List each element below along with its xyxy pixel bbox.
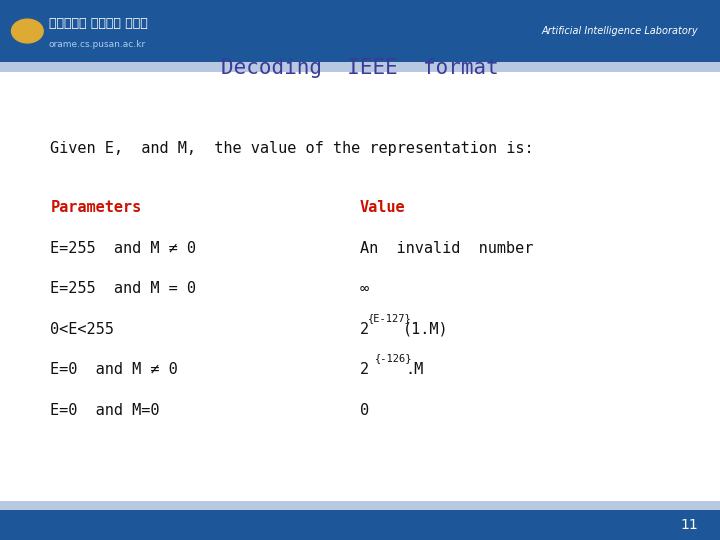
Text: Artificial Intelligence Laboratory: Artificial Intelligence Laboratory — [541, 26, 698, 36]
Text: 0<E<255: 0<E<255 — [50, 322, 114, 337]
Text: .M: .M — [405, 362, 424, 377]
Text: 2: 2 — [360, 362, 378, 377]
Text: orame.cs.pusan.ac.kr: orame.cs.pusan.ac.kr — [49, 40, 146, 49]
Text: An  invalid  number: An invalid number — [360, 241, 534, 256]
Text: {-126}: {-126} — [375, 354, 413, 363]
Text: Value: Value — [360, 200, 405, 215]
Circle shape — [12, 19, 43, 43]
Text: 2: 2 — [360, 322, 369, 337]
FancyBboxPatch shape — [0, 0, 720, 62]
FancyBboxPatch shape — [0, 501, 720, 510]
FancyBboxPatch shape — [0, 510, 720, 540]
Text: Parameters: Parameters — [50, 200, 142, 215]
Text: {E-127}: {E-127} — [367, 313, 411, 323]
Text: Decoding  IEEE  format: Decoding IEEE format — [221, 57, 499, 78]
Text: (1.M): (1.M) — [403, 322, 449, 337]
Text: E=255  and M = 0: E=255 and M = 0 — [50, 281, 197, 296]
Text: E=255  and M ≠ 0: E=255 and M ≠ 0 — [50, 241, 197, 256]
Text: ∞: ∞ — [360, 281, 369, 296]
Text: Given E,  and M,  the value of the representation is:: Given E, and M, the value of the represe… — [50, 141, 534, 156]
Text: 0: 0 — [360, 403, 369, 418]
Text: 11: 11 — [680, 518, 698, 532]
FancyBboxPatch shape — [0, 62, 720, 72]
Text: E=0  and M=0: E=0 and M=0 — [50, 403, 160, 418]
Text: 부산대학교 인공지능 연구실: 부산대학교 인공지능 연구실 — [49, 17, 148, 30]
Text: E=0  and M ≠ 0: E=0 and M ≠ 0 — [50, 362, 178, 377]
